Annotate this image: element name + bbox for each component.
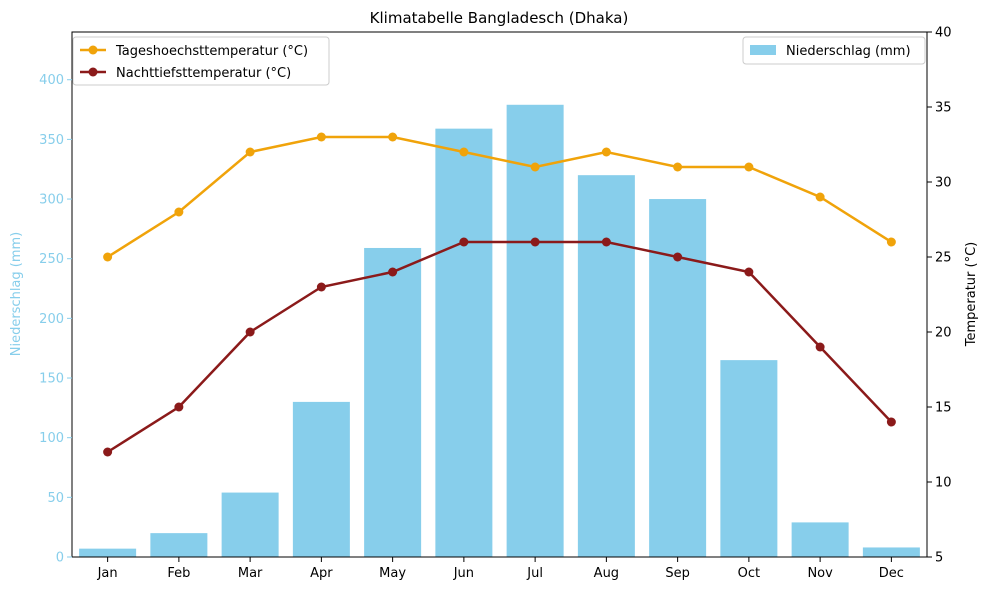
point-series-1-jul xyxy=(530,237,540,247)
right-tick-label: 10 xyxy=(935,476,952,491)
point-series-0-sep xyxy=(673,162,683,172)
point-series-0-jul xyxy=(530,162,540,172)
point-series-1-oct xyxy=(744,267,754,277)
right-tick-label: 20 xyxy=(935,326,952,341)
right-tick-label: 35 xyxy=(935,101,952,116)
right-tick-label: 5 xyxy=(935,551,943,566)
point-series-0-nov xyxy=(815,192,825,202)
bar-apr xyxy=(292,401,350,557)
plot-frame xyxy=(71,31,928,558)
point-series-0-may xyxy=(388,132,398,142)
right-tick-label: 40 xyxy=(935,26,952,41)
legend-label-precip: Niederschlag (mm) xyxy=(786,44,911,59)
bar-oct xyxy=(720,360,778,557)
left-tick-label: 200 xyxy=(39,312,64,327)
right-tick-label: 15 xyxy=(935,401,952,416)
point-series-1-feb xyxy=(174,402,184,412)
point-series-0-aug xyxy=(601,147,611,157)
bar-dec xyxy=(862,547,920,557)
legend-lines-box xyxy=(72,36,330,86)
point-series-0-jun xyxy=(459,147,469,157)
left-tick-label: 0 xyxy=(56,551,64,566)
x-tick-label-may: May xyxy=(379,566,406,581)
line-series-0 xyxy=(106,135,893,259)
point-series-1-aug xyxy=(601,237,611,247)
point-series-1-may xyxy=(388,267,398,277)
point-series-1-nov xyxy=(815,342,825,352)
point-series-0-feb xyxy=(174,207,184,217)
x-tick-label-apr: Apr xyxy=(310,566,333,581)
x-tick-label-mar: Mar xyxy=(238,566,263,581)
bar-nov xyxy=(791,522,849,557)
left-tick-label: 400 xyxy=(39,73,64,88)
bar-jul xyxy=(506,104,564,557)
bar-mar xyxy=(221,492,279,557)
line-series-1 xyxy=(106,240,893,454)
right-axis-title: Temperatur (°C) xyxy=(964,242,979,348)
bar-feb xyxy=(150,533,208,557)
right-tick-label: 30 xyxy=(935,176,952,191)
x-axis: Jan Feb Mar Apr May Jun Jul Aug Sep Oct Nov Dec xyxy=(97,557,904,581)
point-series-1-jun xyxy=(459,237,469,247)
point-series-0-dec xyxy=(886,237,896,247)
bar-aug xyxy=(577,175,635,557)
point-series-1-apr xyxy=(316,282,326,292)
left-tick-label: 100 xyxy=(39,431,64,446)
point-series-1-mar xyxy=(245,327,255,337)
point-series-0-apr xyxy=(316,132,326,142)
left-tick-label: 50 xyxy=(47,491,64,506)
x-tick-label-aug: Aug xyxy=(594,566,619,581)
legend-marker-low xyxy=(88,67,98,77)
legend-label-low: Nachttiefsttemperatur (°C) xyxy=(116,66,291,81)
left-tick-label: 350 xyxy=(39,133,64,148)
bar-jan xyxy=(79,548,137,557)
x-tick-label-jul: Jul xyxy=(526,566,543,581)
bar-jun xyxy=(435,128,493,558)
point-series-0-mar xyxy=(245,147,255,157)
x-tick-label-nov: Nov xyxy=(807,566,833,581)
legend-bars: Niederschlag (mm) xyxy=(742,36,926,65)
x-tick-label-jun: Jun xyxy=(453,566,474,581)
x-tick-label-feb: Feb xyxy=(167,566,190,581)
legend-label-high: Tageshoechsttemperatur (°C) xyxy=(115,44,308,59)
right-axis: 5 10 15 20 25 30 35 40 xyxy=(927,26,952,566)
x-tick-label-oct: Oct xyxy=(738,566,760,581)
point-series-0-jan xyxy=(103,252,113,262)
left-axis-title: Niederschlag (mm) xyxy=(9,232,24,357)
point-series-1-jan xyxy=(103,447,113,457)
left-tick-label: 300 xyxy=(39,193,64,208)
legend-bar-swatch xyxy=(750,45,776,55)
x-tick-label-jan: Jan xyxy=(97,566,118,581)
left-axis: 0 50 100 150 200 250 300 350 400 xyxy=(39,73,72,566)
x-tick-label-sep: Sep xyxy=(665,566,690,581)
temperature-lines xyxy=(103,132,896,457)
legend-bars-box xyxy=(742,36,926,65)
x-tick-label-dec: Dec xyxy=(879,566,904,581)
right-tick-label: 25 xyxy=(935,251,952,266)
left-tick-label: 250 xyxy=(39,252,64,267)
bar-may xyxy=(364,247,422,557)
legend-marker-high xyxy=(88,45,98,55)
left-tick-label: 150 xyxy=(39,372,64,387)
point-series-1-sep xyxy=(673,252,683,262)
legend-lines: Tageshoechsttemperatur (°C) Nachttiefstt… xyxy=(72,36,330,86)
chart-title: Klimatabelle Bangladesch (Dhaka) xyxy=(370,9,629,27)
point-series-1-dec xyxy=(886,417,896,427)
point-series-0-oct xyxy=(744,162,754,172)
precipitation-bars xyxy=(79,104,920,558)
